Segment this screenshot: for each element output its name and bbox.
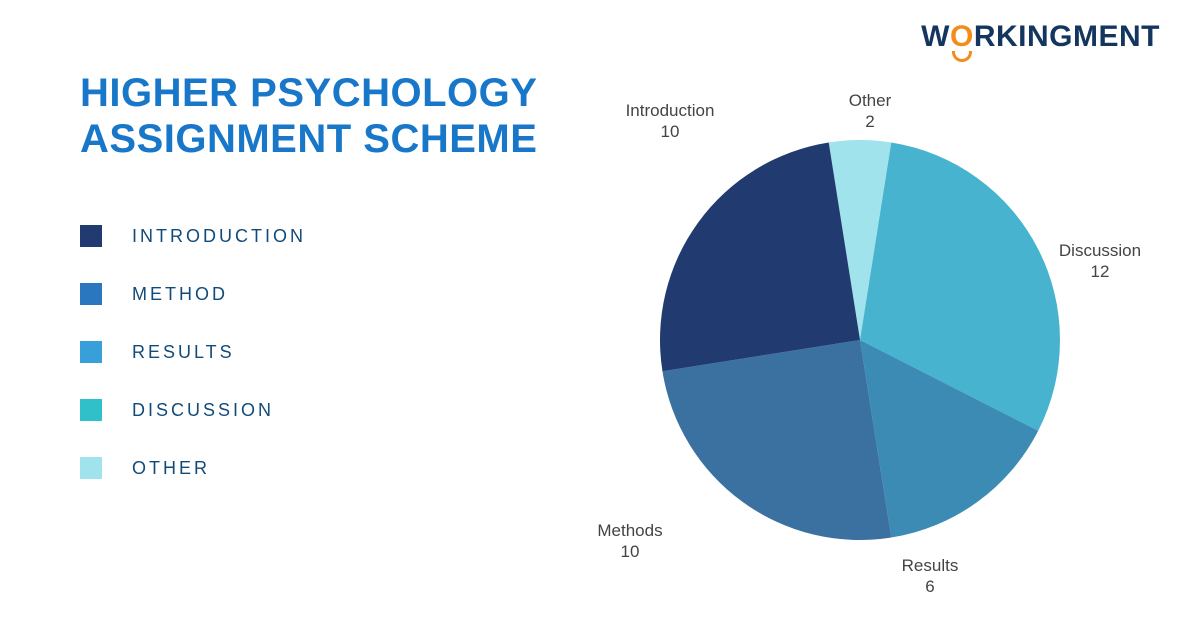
slice-label-discussion: Discussion 12 [1040, 240, 1160, 283]
pie-chart: Other 2 Discussion 12 Results 6 Methods … [560, 80, 1160, 620]
slice-label-introduction: Introduction 10 [610, 100, 730, 143]
slice-label-name: Other [810, 90, 930, 111]
legend-swatch [80, 399, 102, 421]
logo-accent-letter: O [950, 20, 974, 54]
legend-label: RESULTS [132, 342, 235, 363]
slice-label-results: Results 6 [870, 555, 990, 598]
title-line-1: HIGHER PSYCHOLOGY [80, 70, 537, 116]
legend-swatch [80, 457, 102, 479]
legend-label: OTHER [132, 458, 210, 479]
legend-label: INTRODUCTION [132, 226, 306, 247]
legend-item-results: RESULTS [80, 341, 306, 363]
pie-slice-introduction [660, 142, 860, 371]
slice-label-value: 6 [870, 576, 990, 597]
slice-label-value: 12 [1040, 261, 1160, 282]
legend-swatch [80, 341, 102, 363]
title-line-2: ASSIGNMENT SCHEME [80, 116, 537, 162]
slice-label-other: Other 2 [810, 90, 930, 133]
slice-label-name: Results [870, 555, 990, 576]
slice-label-name: Introduction [610, 100, 730, 121]
legend-label: METHOD [132, 284, 228, 305]
chart-legend: INTRODUCTION METHOD RESULTS DISCUSSION O… [80, 225, 306, 515]
legend-item-other: OTHER [80, 457, 306, 479]
logo-suffix: RKINGMENT [974, 20, 1160, 53]
logo-prefix: W [921, 20, 950, 53]
slice-label-name: Methods [570, 520, 690, 541]
legend-item-discussion: DISCUSSION [80, 399, 306, 421]
slice-label-methods: Methods 10 [570, 520, 690, 563]
legend-swatch [80, 283, 102, 305]
slice-label-value: 10 [610, 121, 730, 142]
pie-svg [660, 140, 1060, 540]
legend-item-introduction: INTRODUCTION [80, 225, 306, 247]
legend-item-method: METHOD [80, 283, 306, 305]
pie-slice-methods [662, 340, 891, 540]
legend-swatch [80, 225, 102, 247]
legend-label: DISCUSSION [132, 400, 274, 421]
brand-logo: WORKINGMENT [921, 20, 1160, 54]
slice-label-value: 10 [570, 541, 690, 562]
slice-label-value: 2 [810, 111, 930, 132]
slice-label-name: Discussion [1040, 240, 1160, 261]
page-title: HIGHER PSYCHOLOGY ASSIGNMENT SCHEME [80, 70, 537, 162]
